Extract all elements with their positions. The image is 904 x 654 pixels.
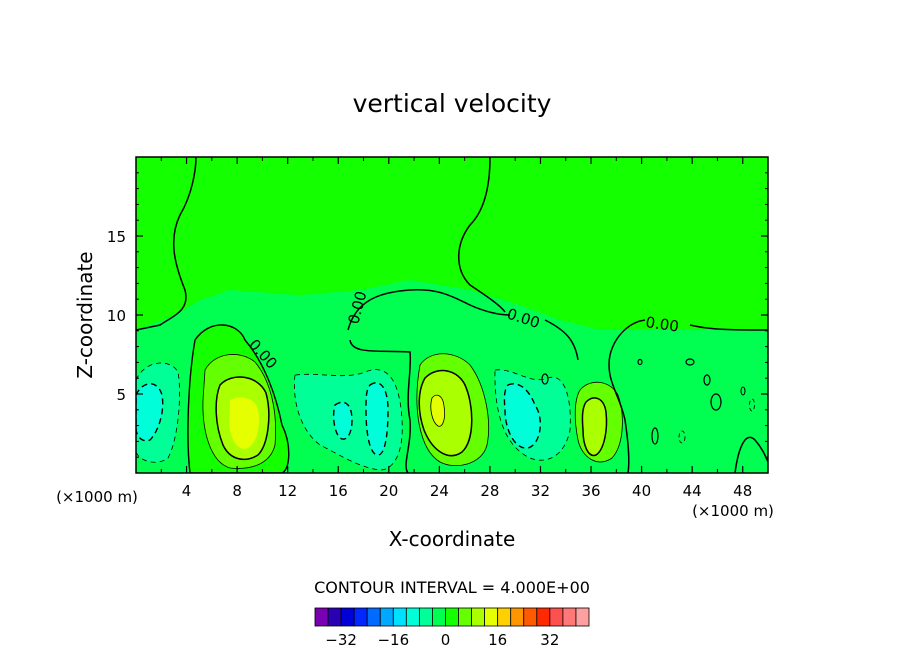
downdraft-16-inner [332,401,353,440]
x-tick-label: 36 [581,482,600,500]
colorbar-swatch [353,607,368,627]
x-tick-label: 44 [683,482,702,500]
updraft-36-inner [581,397,608,457]
colorbar-swatch [549,607,564,627]
downdraft-19-inner [365,382,389,456]
colorbar-swatch [366,607,381,627]
colorbar-tick-label: 0 [441,631,451,649]
colorbar-swatch [510,607,525,627]
updraft-8-core [229,397,259,449]
small-cell [541,373,549,385]
colorbar-swatch [562,607,577,627]
x-tick-label: 16 [329,482,348,500]
x-tick-label: 12 [278,482,297,500]
colorbar-swatch [405,607,420,627]
contour-field: 0.00 0.00 0.00 0.00 [136,157,768,473]
small-cell [703,374,711,386]
small-cell [740,386,746,396]
colorbar-swatch [458,607,472,627]
updraft-24-core [430,394,446,427]
colorbar-swatch [575,607,590,627]
colorbar-tick-label: −16 [377,631,409,649]
x-tick-label: 32 [531,482,550,500]
colorbar-swatch [327,607,342,627]
downdraft-30-inner [503,383,542,449]
colorbar-tick-label: −32 [325,631,357,649]
y-tick-label: 15 [107,228,126,246]
y-tick-label: 10 [107,307,126,325]
colorbar-swatch [497,607,512,627]
x-unit-right: (×1000 m) [692,502,774,520]
downdraft-0-inner [136,383,164,442]
y-axis: 5 10 15 [107,172,768,458]
zero-contour-right [609,319,768,356]
zero-contour-left [136,157,197,331]
x-tick-label: 28 [480,482,499,500]
zero-label: 0.00 [644,313,680,335]
colorbar-labels: −32 −16 0 16 32 [325,631,559,649]
colorbar-swatch [471,607,486,627]
y-tick-label: 5 [116,386,126,404]
zero-contour-c [608,354,630,473]
x-unit-left: (×1000 m) [56,488,138,506]
x-tick-label: 8 [232,482,242,500]
small-cell [678,430,686,444]
chart-title: vertical velocity [353,89,552,118]
contour-interval: CONTOUR INTERVAL = 4.000E+00 [314,578,590,597]
zero-contour-d [734,436,768,473]
y-axis-label: Z-coordinate [73,251,97,378]
x-tick-label: 20 [379,482,398,500]
colorbar [314,607,590,627]
colorbar-tick-label: 16 [488,631,507,649]
colorbar-swatch [484,607,499,627]
x-tick-label: 40 [632,482,651,500]
small-cell [749,398,755,412]
x-tick-label: 24 [430,482,449,500]
small-cell [651,427,659,445]
colorbar-swatch [379,607,394,627]
colorbar-swatch [340,607,355,627]
small-cell [685,358,695,366]
colorbar-swatch [536,607,551,627]
updraft-24-inner [418,369,473,457]
small-cell [637,358,643,366]
colorbar-swatch [392,607,407,627]
small-cell [710,393,722,411]
plot-area: 0.00 0.00 0.00 0.00 [135,156,769,474]
colorbar-swatch [418,607,433,627]
zero-contour-mid [347,289,511,331]
colorbar-swatch [432,607,446,627]
colorbar-tick-label: 32 [540,631,559,649]
zero-contour-mid-b [544,319,579,361]
zero-contour-b [349,339,412,473]
colorbar-swatch [314,607,329,627]
colorbar-swatch [445,607,459,627]
colorbar-swatch [523,607,538,627]
zero-contour-right-top [458,157,506,313]
x-tick-label: 4 [182,482,192,500]
x-axis-label: X-coordinate [389,527,516,551]
x-axis: 4 8 12 16 20 24 28 32 36 40 44 48 [160,157,752,500]
x-tick-label: 48 [733,482,752,500]
